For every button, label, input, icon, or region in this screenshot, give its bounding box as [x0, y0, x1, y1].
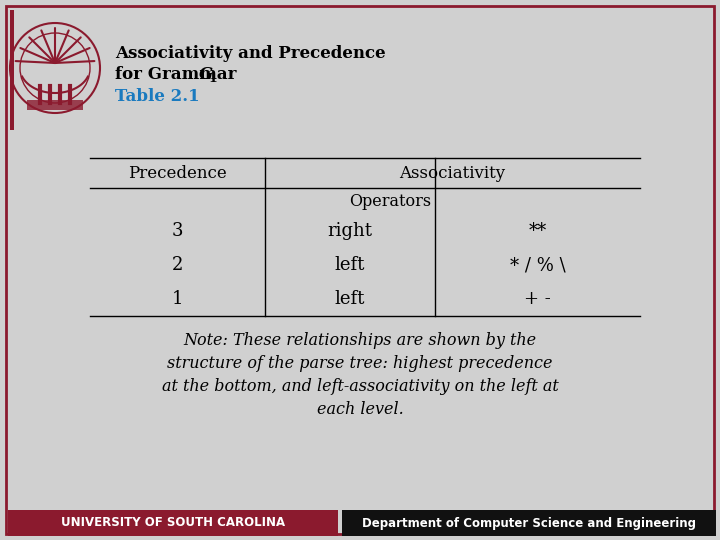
Text: Department of Computer Science and Engineering: Department of Computer Science and Engin…: [362, 516, 696, 530]
Text: G: G: [199, 66, 213, 83]
Text: Associativity and Precedence: Associativity and Precedence: [115, 45, 386, 62]
Bar: [8, 510, 338, 536]
Text: right: right: [328, 222, 372, 240]
Text: left: left: [335, 290, 365, 308]
Text: 1: 1: [208, 72, 217, 85]
Text: 2: 2: [172, 256, 183, 274]
Text: * / % \: * / % \: [510, 256, 565, 274]
Text: Note: These relationships are shown by the
structure of the parse tree: highest : Note: These relationships are shown by t…: [161, 332, 559, 417]
Text: 3: 3: [172, 222, 184, 240]
Text: Operators: Operators: [349, 192, 431, 210]
Bar: [27, 100, 83, 110]
Bar: [10, 10, 14, 130]
Text: UNIVERSITY OF SOUTH CAROLINA: UNIVERSITY OF SOUTH CAROLINA: [61, 516, 285, 530]
Bar: [342, 510, 716, 536]
Text: Precedence: Precedence: [128, 165, 227, 181]
Text: + -: + -: [524, 290, 551, 308]
Text: 1: 1: [172, 290, 184, 308]
Text: **: **: [528, 222, 546, 240]
Text: for Grammar: for Grammar: [115, 66, 242, 83]
Text: Table 2.1: Table 2.1: [115, 88, 199, 105]
Text: left: left: [335, 256, 365, 274]
Text: Associativity: Associativity: [400, 165, 505, 181]
